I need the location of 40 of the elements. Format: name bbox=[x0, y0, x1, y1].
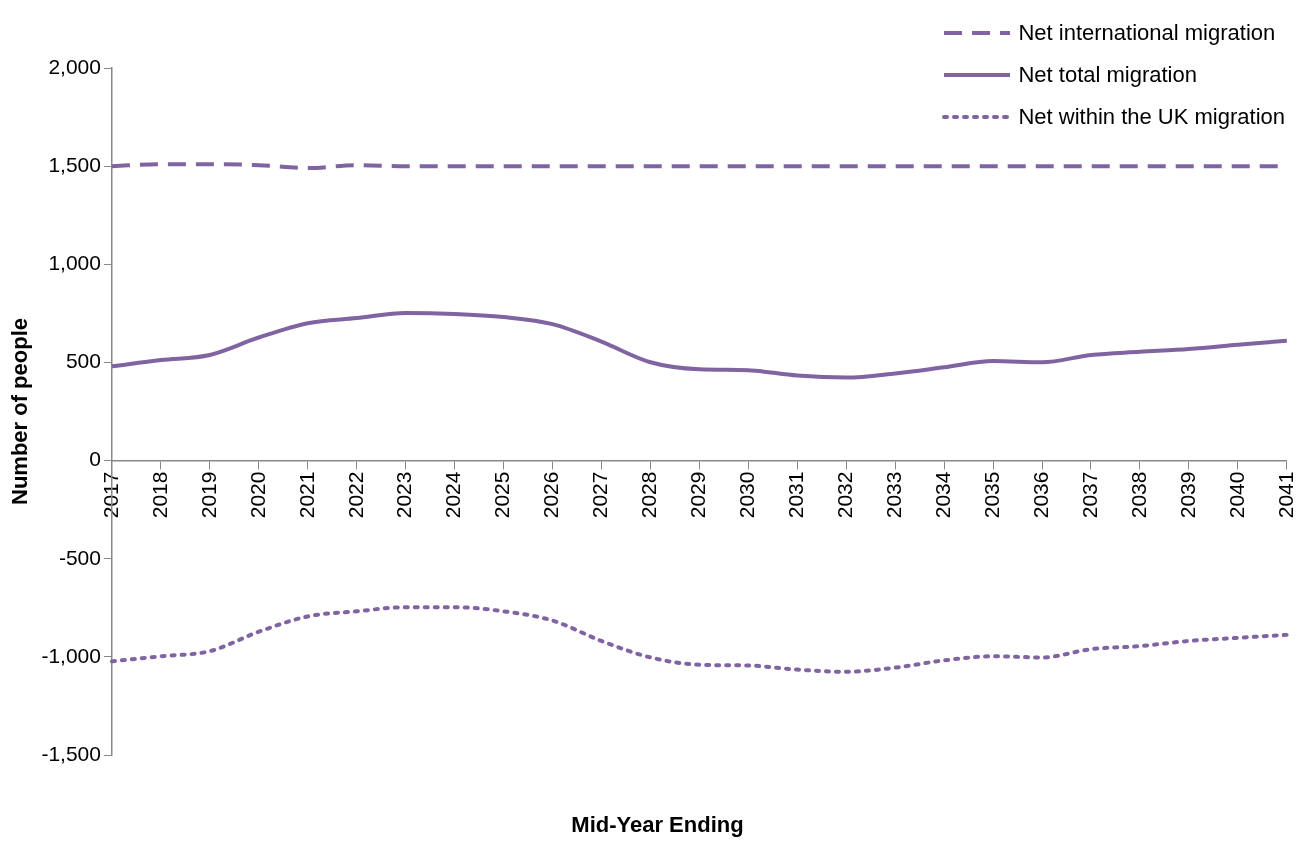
x-tick-label: 2041 bbox=[1273, 471, 1297, 519]
x-tick-label: 2025 bbox=[490, 471, 514, 519]
x-tick-label: 2040 bbox=[1224, 471, 1248, 519]
x-axis-title: Mid-Year Ending bbox=[570, 812, 745, 838]
x-tick-label: 2039 bbox=[1175, 471, 1199, 519]
x-tick-label: 2033 bbox=[881, 471, 905, 519]
x-tick-label: 2036 bbox=[1028, 471, 1052, 519]
x-tick-label: 2030 bbox=[735, 471, 759, 519]
x-tick-label: 2024 bbox=[441, 471, 465, 519]
x-tick-label: 2017 bbox=[98, 471, 122, 519]
x-tick-label: 2032 bbox=[833, 471, 857, 519]
y-tick-label: 1,000 bbox=[48, 251, 101, 275]
x-tick-label: 2021 bbox=[294, 471, 318, 519]
legend-label: Net total migration bbox=[1018, 62, 1197, 88]
line-series bbox=[109, 310, 1289, 380]
y-tick-label: 0 bbox=[89, 447, 101, 471]
y-axis-title: Number of people bbox=[7, 317, 33, 506]
x-tick-label: 2035 bbox=[979, 471, 1003, 519]
x-tick-label: 2028 bbox=[637, 471, 661, 519]
y-tick-label: 500 bbox=[65, 349, 101, 373]
x-tick-label: 2020 bbox=[245, 471, 269, 519]
x-tick-label: 2023 bbox=[392, 471, 416, 519]
x-tick-label: 2038 bbox=[1126, 471, 1150, 519]
y-tick-label: 1,500 bbox=[48, 152, 101, 176]
x-tick-label: 2019 bbox=[196, 471, 220, 519]
y-tick-label: -1,500 bbox=[41, 741, 101, 765]
legend-label: Net within the UK migration bbox=[1018, 104, 1285, 130]
x-tick-label: 2034 bbox=[930, 471, 954, 519]
y-tick-label: -1,000 bbox=[41, 643, 101, 667]
legend-label: Net international migration bbox=[1018, 20, 1276, 46]
line-series bbox=[109, 605, 1289, 674]
y-tick-label: -500 bbox=[58, 545, 101, 569]
x-tick-label: 2031 bbox=[784, 471, 808, 519]
y-tick-label: 2,000 bbox=[48, 54, 101, 78]
x-tick-label: 2029 bbox=[686, 471, 710, 519]
x-tick-label: 2026 bbox=[539, 471, 563, 519]
x-tick-label: 2027 bbox=[588, 471, 612, 519]
x-tick-label: 2018 bbox=[147, 471, 171, 519]
x-tick-label: 2037 bbox=[1077, 471, 1101, 519]
x-tick-label: 2022 bbox=[343, 471, 367, 519]
